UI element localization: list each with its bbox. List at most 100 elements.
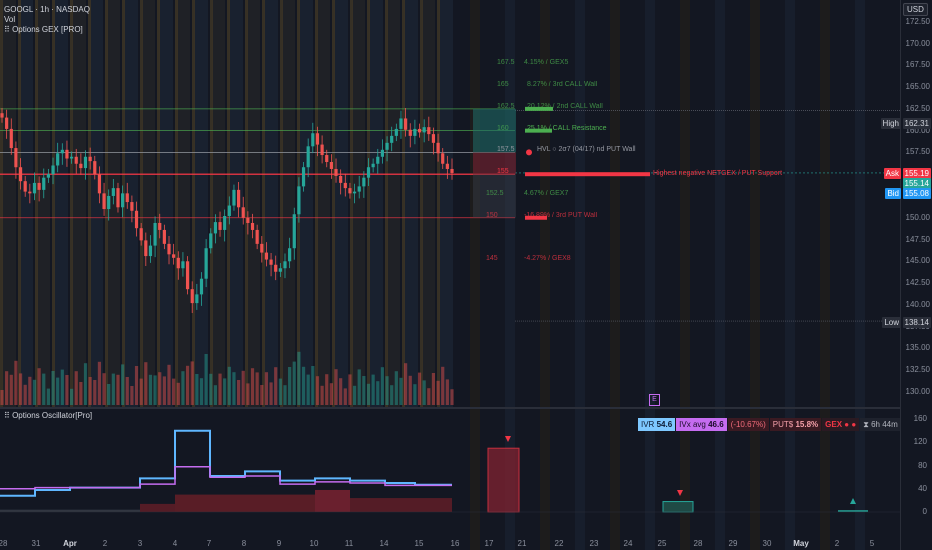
currency-button[interactable]: USD bbox=[903, 3, 928, 16]
time-tick: 25 bbox=[657, 539, 667, 548]
time-tick: 5 bbox=[869, 539, 875, 548]
candle-body bbox=[93, 161, 97, 175]
volume-bar bbox=[357, 369, 361, 405]
oscillator-tick: 160 bbox=[913, 414, 927, 424]
candle-body bbox=[130, 202, 134, 211]
time-tick: 3 bbox=[137, 539, 143, 548]
premarket-band bbox=[18, 0, 21, 408]
volume-bar bbox=[144, 362, 148, 405]
volume-legend[interactable]: Vol bbox=[4, 15, 16, 24]
price-axis[interactable]: 172.50 170.00 167.50 165.00 162.50 160.00 157.… bbox=[900, 0, 932, 550]
call-zone bbox=[473, 108, 516, 153]
candle-body bbox=[394, 128, 398, 136]
candle-body bbox=[176, 257, 180, 269]
candle-body bbox=[28, 191, 32, 194]
volume-bar bbox=[107, 384, 111, 405]
candle-body bbox=[42, 177, 46, 190]
price-tick: 132.50 bbox=[905, 365, 930, 375]
candle-body bbox=[23, 181, 27, 192]
volume-bar bbox=[255, 372, 259, 405]
volume-bar bbox=[427, 388, 431, 405]
volume-bar bbox=[376, 381, 380, 405]
price-tick: 170.00 bbox=[905, 38, 930, 48]
gex-indicator-legend[interactable]: ⠿ Options GEX [PRO] bbox=[4, 25, 83, 34]
volume-bar bbox=[158, 372, 162, 405]
candle-body bbox=[306, 146, 310, 168]
ivx-avg-line bbox=[0, 466, 452, 490]
gex-bar bbox=[525, 128, 552, 133]
session-band bbox=[820, 0, 830, 550]
session-band bbox=[404, 0, 418, 408]
volume-bar bbox=[69, 388, 74, 405]
candle-body bbox=[37, 182, 41, 190]
volume-bar bbox=[60, 369, 64, 405]
price-tick: 135.00 bbox=[905, 343, 930, 353]
session-band bbox=[680, 0, 690, 550]
candle-body bbox=[209, 233, 213, 249]
candle-body bbox=[366, 167, 371, 178]
gex-level-label: 4.67% / GEX7 bbox=[524, 189, 569, 197]
volume-bar bbox=[269, 382, 273, 405]
volume-bar bbox=[380, 367, 385, 405]
volume-bar bbox=[278, 378, 282, 405]
session-band bbox=[575, 0, 585, 550]
volume-bar bbox=[390, 385, 394, 405]
gex-level-price: 155 bbox=[497, 168, 509, 176]
main-chart[interactable] bbox=[0, 0, 900, 550]
premarket-band bbox=[88, 0, 91, 408]
gex-level-price: 160 bbox=[497, 124, 509, 132]
session-band bbox=[540, 0, 550, 550]
oscillator-tick: 120 bbox=[913, 437, 927, 447]
low-label: Low bbox=[882, 317, 901, 328]
ivx-change-pill: (-10.67%) bbox=[727, 418, 769, 431]
session-band bbox=[264, 0, 278, 408]
oscillator-tick: 80 bbox=[918, 460, 927, 470]
oscillator-indicator-legend[interactable]: ⠿ Options Oscillator[Pro] bbox=[4, 411, 93, 420]
candle-body bbox=[260, 243, 264, 253]
symbol-title[interactable]: GOOGL · 1h · NASDAQ bbox=[4, 5, 90, 14]
time-tick: 31 bbox=[31, 539, 41, 548]
candle-body bbox=[223, 216, 227, 230]
candle-body bbox=[445, 163, 449, 169]
premarket-band bbox=[437, 0, 440, 408]
candle-body bbox=[162, 229, 166, 244]
time-tick: 2 bbox=[834, 539, 840, 548]
gex-level-price: 145 bbox=[486, 255, 498, 263]
volume-bar bbox=[130, 386, 134, 405]
candle-body bbox=[362, 177, 366, 187]
session-band bbox=[159, 0, 173, 408]
gex-level-label: 25.1% / CALL Resistance bbox=[527, 124, 607, 132]
premarket-band bbox=[332, 0, 335, 408]
oscillator-tick: 0 bbox=[922, 507, 927, 516]
time-tick: 30 bbox=[762, 539, 772, 548]
down-arrow-icon bbox=[505, 436, 511, 442]
volume-bar bbox=[204, 354, 208, 405]
volume-bar bbox=[42, 373, 46, 405]
price-tick: 160.00 bbox=[905, 125, 930, 135]
candle-body bbox=[232, 189, 236, 206]
time-tick: 22 bbox=[554, 539, 564, 548]
gex-level-price: 167.5 bbox=[497, 59, 515, 67]
gex-level-label: -16.89% / 3rd PUT Wall bbox=[524, 211, 598, 219]
volume-bar bbox=[371, 374, 375, 405]
time-tick: 10 bbox=[309, 539, 319, 548]
volume-bar bbox=[139, 378, 143, 405]
time-tick: 23 bbox=[589, 539, 599, 548]
earnings-marker[interactable]: E bbox=[649, 394, 660, 406]
candle-body bbox=[134, 210, 139, 229]
volume-bar bbox=[241, 370, 245, 405]
candle-body bbox=[348, 188, 352, 194]
candle-body bbox=[227, 205, 231, 216]
volume-bar bbox=[445, 379, 449, 405]
premarket-band bbox=[140, 0, 143, 408]
volume-bar bbox=[56, 377, 60, 405]
time-tick: 7 bbox=[206, 539, 212, 548]
volume-bar bbox=[102, 373, 106, 405]
volume-bar bbox=[366, 383, 371, 405]
candle-body bbox=[5, 117, 9, 129]
gex-pill: GEX ● ● bbox=[822, 418, 860, 431]
candle-body bbox=[60, 149, 64, 154]
volume-bar bbox=[436, 380, 440, 405]
volume-bar bbox=[236, 380, 241, 405]
time-tick: 24 bbox=[623, 539, 633, 548]
